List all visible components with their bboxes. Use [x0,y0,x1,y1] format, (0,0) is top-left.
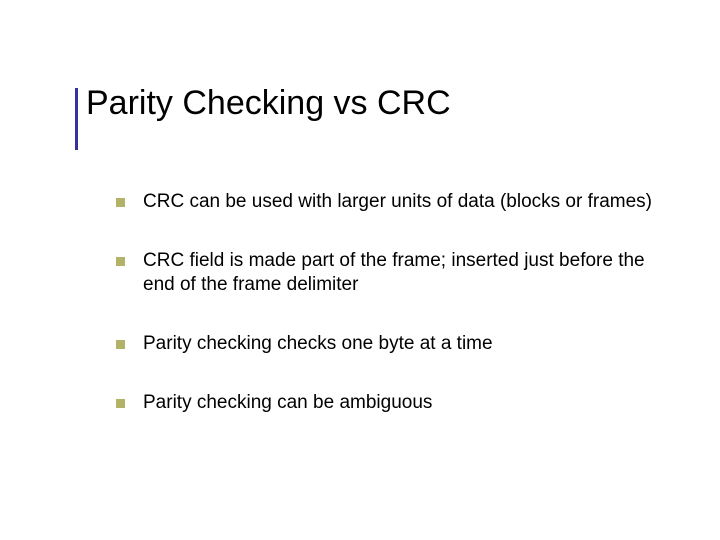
slide-body: CRC can be used with larger units of dat… [116,190,656,449]
bullet-item: Parity checking checks one byte at a tim… [116,332,656,357]
square-bullet-icon [116,198,125,207]
bullet-text: CRC field is made part of the frame; ins… [143,249,656,298]
bullet-item: CRC field is made part of the frame; ins… [116,249,656,298]
title-accent-bar [75,88,78,150]
title-block: Parity Checking vs CRC [86,84,451,123]
bullet-text: Parity checking checks one byte at a tim… [143,332,493,357]
slide: Parity Checking vs CRC CRC can be used w… [0,0,720,540]
bullet-item: CRC can be used with larger units of dat… [116,190,656,215]
bullet-text: Parity checking can be ambiguous [143,391,432,416]
square-bullet-icon [116,340,125,349]
square-bullet-icon [116,399,125,408]
square-bullet-icon [116,257,125,266]
bullet-text: CRC can be used with larger units of dat… [143,190,652,215]
slide-title: Parity Checking vs CRC [86,84,451,123]
bullet-item: Parity checking can be ambiguous [116,391,656,416]
